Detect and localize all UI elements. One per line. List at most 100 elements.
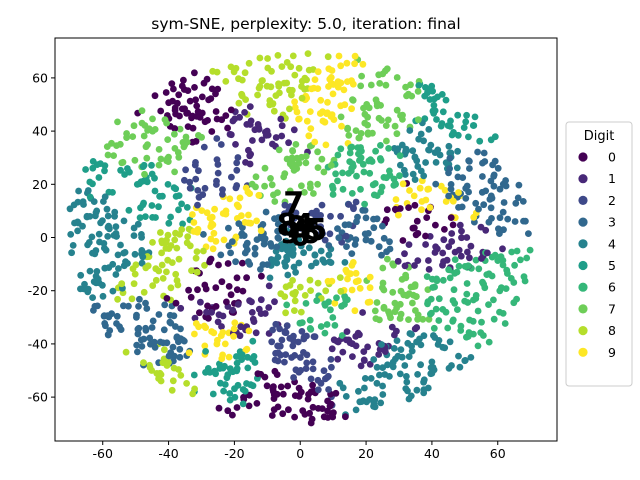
data-point-digit-7 [396, 315, 404, 322]
data-point-digit-3 [113, 312, 121, 320]
data-point-digit-1 [241, 109, 249, 116]
data-point-digit-1 [262, 131, 270, 139]
data-point-digit-9 [202, 324, 210, 331]
data-point-digit-0 [306, 409, 313, 417]
data-point-digit-5 [450, 129, 457, 136]
data-point-digit-4 [104, 212, 112, 220]
data-point-digit-0 [227, 291, 235, 299]
data-point-digit-0 [208, 85, 216, 93]
x-tick-label: 20 [358, 446, 374, 461]
data-point-digit-2 [324, 372, 332, 380]
data-point-digit-9 [189, 211, 196, 218]
data-point-digit-4 [384, 361, 391, 369]
data-point-digit-6 [472, 292, 480, 299]
data-point-digit-3 [134, 325, 142, 333]
data-point-digit-0 [309, 403, 317, 411]
data-point-digit-6 [521, 277, 529, 285]
data-point-digit-8 [266, 101, 274, 109]
data-point-digit-3 [446, 154, 454, 162]
data-point-digit-5 [226, 365, 234, 373]
data-point-digit-7 [318, 155, 326, 163]
data-point-digit-0 [189, 138, 196, 146]
y-tick-label: 60 [32, 70, 48, 85]
data-point-digit-9 [330, 116, 338, 123]
data-point-digit-4 [79, 222, 86, 230]
annotation-digit-2: 2 [287, 211, 308, 246]
data-point-digit-6 [383, 174, 390, 182]
data-point-digit-5 [82, 166, 89, 173]
y-tick-label: 20 [32, 177, 48, 192]
data-point-digit-1 [229, 117, 237, 125]
data-point-digit-5 [422, 84, 429, 91]
data-point-digit-3 [169, 343, 177, 351]
data-point-digit-3 [133, 341, 141, 349]
data-point-digit-4 [401, 171, 409, 178]
data-point-digit-0 [227, 106, 235, 114]
data-point-digit-7 [306, 142, 314, 150]
data-point-digit-9 [257, 227, 265, 235]
data-point-digit-2 [281, 329, 289, 336]
data-point-digit-9 [230, 325, 238, 333]
data-point-digit-3 [227, 249, 235, 257]
data-point-digit-6 [508, 248, 516, 256]
data-point-digit-7 [365, 104, 373, 112]
data-point-digit-6 [329, 191, 337, 198]
data-point-digit-9 [233, 215, 241, 222]
data-point-digit-8 [159, 275, 167, 282]
data-point-digit-8 [158, 249, 166, 257]
legend-label-6: 6 [608, 280, 616, 295]
data-point-digit-1 [236, 332, 244, 340]
data-point-digit-1 [272, 134, 280, 141]
data-point-digit-3 [335, 234, 343, 242]
data-point-digit-6 [334, 177, 341, 185]
data-point-digit-4 [404, 339, 412, 347]
data-point-digit-3 [268, 243, 275, 250]
data-point-digit-5 [175, 206, 182, 214]
data-point-digit-4 [300, 249, 307, 257]
data-point-digit-7 [298, 182, 305, 190]
data-point-digit-4 [292, 268, 299, 276]
data-point-digit-1 [439, 249, 447, 257]
data-point-digit-3 [262, 208, 270, 216]
data-point-digit-8 [306, 276, 314, 284]
data-point-digit-0 [184, 87, 192, 94]
data-point-digit-0 [194, 108, 202, 115]
data-point-digit-4 [427, 364, 435, 372]
data-point-digit-0 [151, 92, 159, 100]
data-point-digit-5 [148, 161, 155, 169]
data-point-digit-9 [359, 60, 367, 68]
data-point-digit-4 [289, 250, 297, 257]
data-point-digit-6 [306, 316, 314, 324]
data-point-digit-6 [466, 316, 473, 324]
data-point-digit-4 [120, 217, 128, 225]
data-point-digit-0 [391, 205, 399, 213]
data-point-digit-0 [263, 382, 271, 390]
data-point-digit-8 [277, 290, 285, 298]
data-point-digit-1 [458, 227, 465, 235]
data-point-digit-2 [318, 227, 326, 235]
data-point-digit-0 [308, 415, 316, 423]
data-point-digit-3 [155, 311, 163, 318]
data-point-digit-9 [209, 245, 217, 253]
data-point-digit-4 [373, 363, 381, 371]
data-point-digit-2 [195, 167, 202, 175]
data-point-digit-1 [247, 117, 255, 125]
data-point-digit-8 [153, 370, 161, 377]
data-point-digit-4 [66, 205, 74, 213]
data-point-digit-4 [89, 249, 96, 257]
data-point-digit-7 [393, 106, 401, 114]
data-point-digit-8 [298, 94, 306, 102]
data-point-digit-1 [271, 298, 278, 306]
data-point-digit-5 [183, 204, 191, 211]
data-point-digit-7 [293, 154, 301, 162]
data-point-digit-6 [523, 254, 531, 262]
data-point-digit-8 [289, 277, 296, 284]
data-point-digit-9 [352, 278, 360, 286]
data-point-digit-8 [168, 386, 176, 394]
data-point-digit-2 [312, 212, 320, 220]
data-point-digit-4 [92, 209, 100, 217]
data-point-digit-6 [356, 156, 364, 164]
data-point-digit-3 [281, 229, 289, 237]
data-point-digit-3 [259, 221, 267, 228]
data-point-digit-6 [372, 147, 379, 155]
